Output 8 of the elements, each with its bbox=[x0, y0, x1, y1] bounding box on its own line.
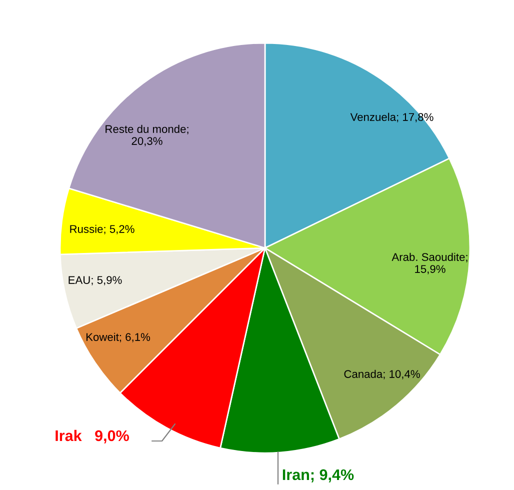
slice-label: Canada; 10,4% bbox=[344, 370, 420, 380]
slice-label: Iran; 9,4% bbox=[282, 469, 354, 482]
slice-label: Arab. Saoudite; 15,9% bbox=[392, 252, 468, 274]
slice-label: Russie; 5,2% bbox=[70, 224, 134, 234]
slice-label: Reste du monde; 20,3% bbox=[106, 124, 188, 146]
slice-label: EAU; 5,9% bbox=[68, 276, 122, 286]
slice-label: Irak 9,0% bbox=[56, 430, 129, 444]
slice-label: Koweit; 6,1% bbox=[86, 332, 150, 342]
